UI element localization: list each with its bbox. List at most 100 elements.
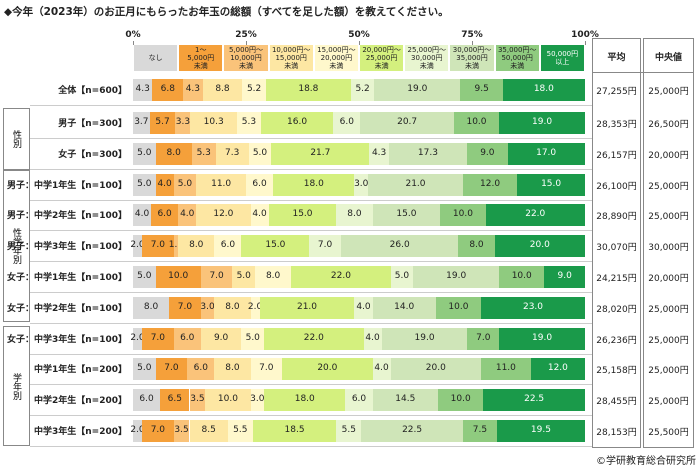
table-cell: 28,353円: [596, 120, 637, 130]
data-label: 10.0: [168, 271, 189, 281]
data-label: 8.0: [225, 301, 240, 312]
data-label: 5.5: [233, 425, 248, 435]
data-label: 5.0: [236, 271, 251, 281]
data-label: 19.0: [532, 117, 553, 127]
data-label: 1.0: [168, 240, 184, 251]
bar-segment: [246, 173, 274, 196]
tick-mark: [246, 41, 247, 45]
bar-segment: [214, 235, 242, 258]
data-label: 2.0: [130, 425, 145, 435]
data-label: 18.8: [298, 84, 319, 94]
y-tick-label: 中学3年生【n=200】: [34, 427, 127, 437]
bar-segment: [435, 296, 482, 319]
data-label: 18.0: [303, 178, 324, 189]
bar-segment: [388, 142, 468, 165]
bar-segment: [173, 173, 197, 196]
bar-segment: [196, 173, 246, 196]
data-label: 3.0: [250, 394, 265, 405]
data-label: 10.0: [448, 301, 469, 312]
data-label: 6.0: [157, 209, 172, 220]
data-label: 8.8: [215, 84, 230, 94]
bar-segment: [173, 327, 201, 350]
bar-segment: [250, 296, 260, 319]
data-label: 20.0: [529, 240, 550, 251]
data-label: 10.0: [511, 271, 532, 281]
data-label: 5.2: [246, 84, 262, 94]
bar-segment: [133, 235, 143, 258]
table-header: 中央値: [654, 53, 682, 63]
data-label: 3.5: [174, 425, 189, 435]
bar-segment: [178, 235, 215, 258]
data-label: 22.5: [402, 425, 423, 435]
data-label: 5.2: [355, 84, 370, 94]
bar-segment: [189, 389, 206, 412]
data-label: 8.0: [189, 240, 204, 251]
data-label: 15.0: [265, 240, 286, 251]
tick-mark: [585, 41, 586, 45]
data-label: 21.0: [405, 178, 426, 189]
data-label: 4.0: [252, 209, 267, 220]
bar-segment: [155, 358, 188, 381]
bar-segment: [499, 112, 585, 134]
legend-entry: 15,000円〜 20,000円 未満: [314, 45, 358, 71]
data-label: 5.0: [137, 363, 152, 374]
bar-segment: [264, 389, 346, 412]
row-separator: [30, 446, 592, 447]
bar-segment: [133, 296, 170, 319]
table-cell: 26,236円: [596, 335, 637, 346]
bar-segment: [530, 358, 585, 381]
bar-segment: [133, 420, 143, 442]
bar-segment: [155, 173, 174, 196]
bar-segment: [372, 358, 391, 381]
bar-segment: [354, 173, 369, 196]
data-label: 6.0: [139, 394, 154, 405]
legend-entry: 1〜 5,000円 未満: [179, 45, 223, 71]
bar-segment: [133, 173, 156, 196]
data-label: 23.0: [522, 301, 544, 312]
bar-segment: [507, 142, 585, 165]
bar-segment: [381, 327, 468, 350]
bar-segment: [413, 266, 500, 288]
data-label: 7.0: [476, 332, 491, 343]
data-label: 7.0: [150, 332, 166, 343]
data-label: 7.0: [150, 240, 166, 251]
data-label: 6.5: [167, 394, 182, 405]
legend-entry: 10,000円〜 15,000円 未満: [269, 45, 313, 71]
data-label: 7.0: [150, 425, 166, 435]
data-label: 4.0: [374, 363, 389, 374]
data-label: 8.0: [166, 147, 181, 158]
data-label: 3.3: [175, 117, 191, 127]
data-label: 20.0: [317, 363, 338, 374]
x-tick-label: 25%: [235, 30, 257, 40]
bar-segment: [282, 358, 373, 381]
y-tick-label: 男子：中学3年生【n=100】: [7, 242, 127, 253]
x-tick-label: 75%: [461, 30, 483, 40]
bar-segment: [214, 296, 251, 319]
row-separator: [30, 353, 592, 355]
data-label: 21.7: [310, 147, 331, 158]
table-cell: 30,070円: [596, 243, 637, 254]
data-label: 6.0: [339, 117, 354, 127]
bar-segment: [467, 327, 500, 350]
data-label: 12.0: [480, 178, 501, 189]
data-label: 6.0: [180, 332, 195, 343]
row-separator: [30, 261, 592, 263]
y-tick-label: 女子：中学3年生【n=100】: [7, 334, 127, 345]
data-label: 21.0: [296, 301, 318, 312]
data-label: 4.0: [157, 178, 172, 189]
bar-segment: [438, 389, 484, 412]
data-label: 4.3: [185, 84, 201, 94]
data-label: 8.0: [469, 240, 484, 251]
bar-segment: [259, 296, 355, 319]
bar-segment: [232, 266, 256, 288]
bar-segment: [467, 142, 508, 165]
y-tick-label: 中学2年生【n=200】: [34, 396, 127, 407]
table-cell: 28,455円: [596, 397, 637, 408]
bar-segment: [248, 142, 272, 165]
data-label: 18.5: [284, 425, 305, 435]
bar-segment: [503, 79, 585, 101]
bar-segment: [155, 266, 201, 288]
bar-segment: [345, 389, 373, 412]
legend-entry: なし: [134, 45, 178, 71]
